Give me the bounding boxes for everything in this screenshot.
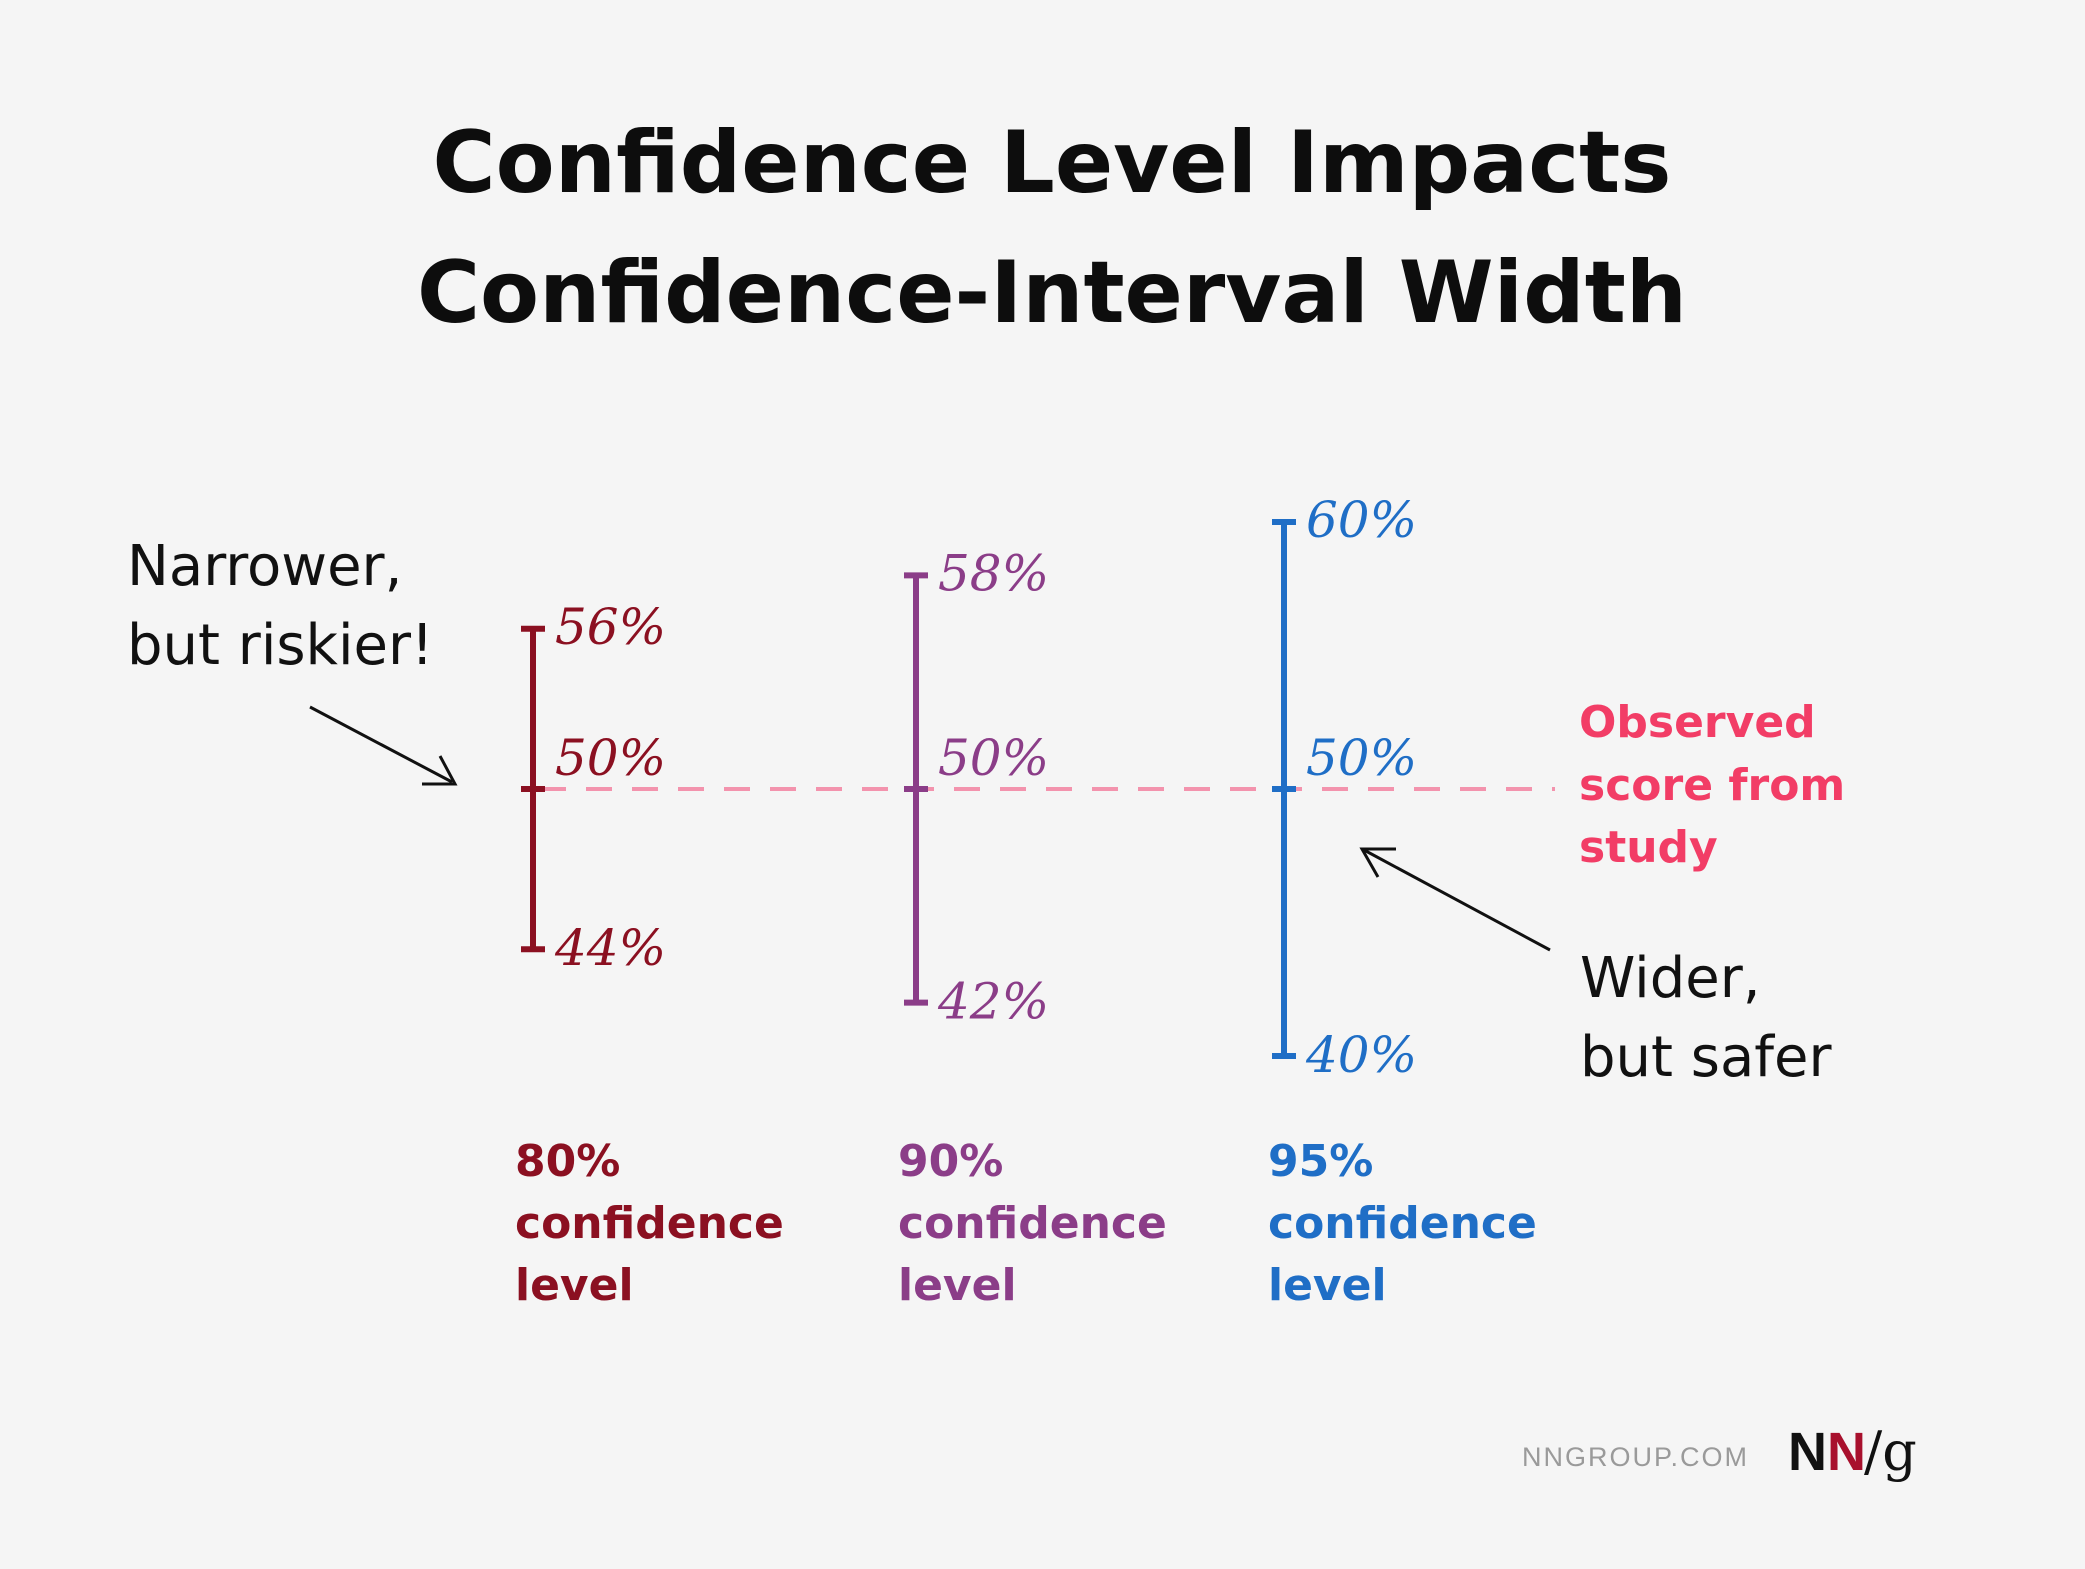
confidence-level-label-line-3: level (898, 1260, 1017, 1311)
chart-title-line-2: Confidence-Interval Width (417, 243, 1687, 343)
arrow-icon-right (1359, 847, 1551, 952)
annotation-narrower-line-1: Narrower, (127, 534, 402, 599)
ci-label-lower: 40% (1305, 1026, 1417, 1084)
ci-95-percent: 60% 50% 40% 95% confidence level (1268, 491, 1537, 1311)
confidence-level-label-line-2: confidence (1268, 1198, 1537, 1249)
annotation-wider-line-1: Wider, (1580, 946, 1761, 1011)
confidence-level-label-line-3: level (515, 1260, 634, 1311)
confidence-level-label-line-1: 95% (1268, 1136, 1373, 1187)
ci-label-lower: 44% (554, 919, 666, 977)
confidence-level-label-line-2: confidence (515, 1198, 784, 1249)
observed-score-label-line-2: score from (1579, 760, 1845, 811)
ci-label-upper: 58% (938, 544, 1049, 602)
ci-label-estimate: 50% (555, 729, 666, 787)
ci-label-upper: 56% (555, 598, 666, 656)
logo-letter-n1: N (1788, 1422, 1827, 1482)
annotation-narrower-line-2: but riskier! (127, 613, 433, 678)
ci-80-percent: 56% 50% 44% 80% confidence level (515, 598, 784, 1311)
logo-letter-n2: N (1827, 1422, 1866, 1482)
ci-90-percent: 58% 50% 42% 90% confidence level (898, 544, 1167, 1311)
confidence-level-label-line-2: confidence (898, 1198, 1167, 1249)
ci-label-upper: 60% (1306, 491, 1417, 549)
ci-label-estimate: 50% (1306, 729, 1417, 787)
nng-logo: N N /g (1788, 1420, 1917, 1483)
observed-score-label-line-1: Observed (1579, 697, 1816, 748)
confidence-level-label-line-3: level (1268, 1260, 1387, 1311)
annotation-wider-line-2: but safer (1580, 1025, 1832, 1090)
ci-label-estimate: 50% (938, 729, 1049, 787)
ci-label-lower: 42% (937, 973, 1049, 1031)
confidence-level-label-line-1: 90% (898, 1136, 1003, 1187)
site-url: NNGROUP.COM (1522, 1442, 1749, 1472)
logo-slash-g: /g (1864, 1420, 1917, 1483)
confidence-level-label-line-1: 80% (515, 1136, 620, 1187)
observed-score-label-line-3: study (1579, 822, 1718, 873)
arrow-icon-left (309, 705, 458, 786)
chart-title-line-1: Confidence Level Impacts (433, 113, 1672, 213)
